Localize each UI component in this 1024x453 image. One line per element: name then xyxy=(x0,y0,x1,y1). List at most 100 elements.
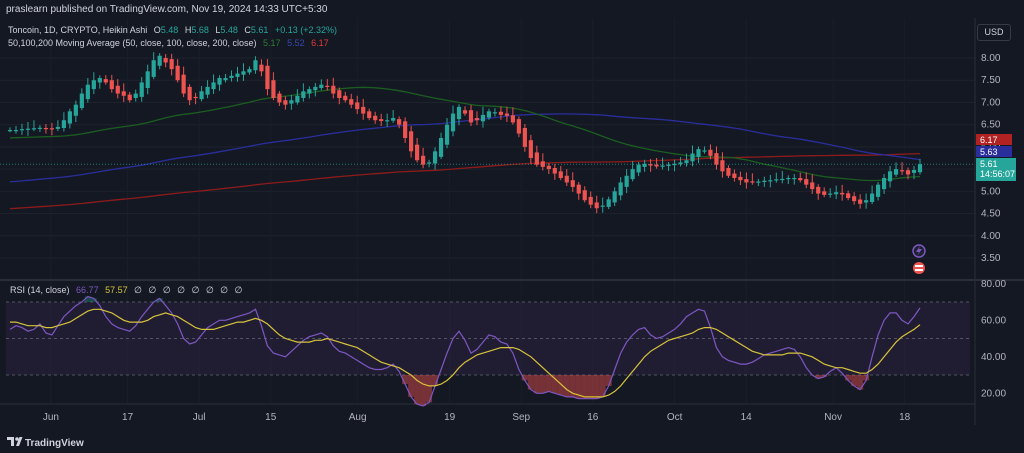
candle-up xyxy=(432,151,438,164)
candle-up xyxy=(780,178,785,181)
candle-down xyxy=(43,128,49,130)
candle-down xyxy=(726,168,731,176)
rsi-ma-value: 57.57 xyxy=(105,285,128,295)
candle-down xyxy=(373,115,378,121)
candle-up xyxy=(864,200,869,203)
candle-up xyxy=(55,126,60,129)
candle-down xyxy=(271,80,276,98)
publish-info: praslearn published on TradingView.com, … xyxy=(6,4,328,15)
candle-up xyxy=(67,111,72,124)
candle-up xyxy=(600,205,605,207)
svg-text:6.17: 6.17 xyxy=(980,135,998,145)
candle-down xyxy=(277,93,282,103)
candle-down xyxy=(720,160,725,172)
candle-up xyxy=(492,112,498,114)
candle-up xyxy=(887,171,893,182)
rsi-legend[interactable]: RSI (14, close) 66.77 57.57 ∅ ∅ ∅ ∅ ∅ ∅ … xyxy=(10,285,247,296)
candle-down xyxy=(103,79,108,83)
tradingview-logo[interactable] xyxy=(7,437,23,446)
candle-up xyxy=(31,128,37,130)
candle-up xyxy=(870,193,875,202)
candles xyxy=(7,52,923,214)
rsi-tick-label: 80.00 xyxy=(981,279,1006,290)
candle-down xyxy=(163,58,168,63)
candle-up xyxy=(678,162,683,165)
time-tick-label: Nov xyxy=(824,412,842,423)
candle-up xyxy=(624,175,629,187)
time-tick-label: 19 xyxy=(444,412,456,423)
candle-down xyxy=(552,168,557,174)
candle-up xyxy=(385,120,390,122)
candle-down xyxy=(259,64,264,72)
candle-down xyxy=(361,106,366,114)
candle-up xyxy=(391,118,396,121)
candle-up xyxy=(642,163,647,167)
candle-down xyxy=(576,184,581,194)
candle-down xyxy=(420,155,426,165)
ma-legend[interactable]: 50,100,200 Moving Average (50, close, 10… xyxy=(8,38,333,48)
rsi-ma-line xyxy=(10,308,921,398)
candle-up xyxy=(834,192,839,195)
ma200-price-tag: 6.17 xyxy=(976,134,1012,145)
candle-down xyxy=(558,171,563,178)
candle-down xyxy=(750,181,755,183)
candle-down xyxy=(474,118,480,121)
candle-up xyxy=(666,164,671,166)
candle-up xyxy=(618,182,623,196)
candle-down xyxy=(169,59,174,70)
rsi-extra: ∅ xyxy=(220,285,229,295)
candle-up xyxy=(319,84,324,88)
candle-up xyxy=(444,124,450,145)
candle-up xyxy=(223,78,228,81)
candle-down xyxy=(415,144,420,161)
candle-down xyxy=(504,113,510,116)
candle-down xyxy=(498,111,504,115)
rsi-tick-label: 40.00 xyxy=(981,352,1006,363)
rsi-title: RSI (14, close) xyxy=(10,285,70,295)
rsi-extra: ∅ xyxy=(134,285,142,295)
candle-down xyxy=(331,85,336,94)
candle-down xyxy=(858,199,863,204)
svg-text:14:56:07: 14:56:07 xyxy=(980,169,1015,179)
candle-up xyxy=(881,178,887,190)
time-tick-label: Oct xyxy=(667,412,683,423)
candle-down xyxy=(181,74,186,94)
price-tick-label: 4.00 xyxy=(981,231,1001,242)
candle-down xyxy=(283,100,288,105)
currency-button[interactable]: USD xyxy=(977,24,1011,41)
candle-down xyxy=(343,95,348,101)
us-flag-event-icon[interactable] xyxy=(913,262,925,274)
rsi-extra: ∅ xyxy=(191,285,200,295)
price-tick-label: 5.00 xyxy=(981,186,1001,197)
candle-up xyxy=(205,86,210,95)
time-tick-label: Jul xyxy=(193,412,206,423)
symbol-legend[interactable]: Toncoin, 1D, CRYPTO, Heikin Ashi O5.48 H… xyxy=(8,25,341,35)
candle-up xyxy=(450,113,456,132)
lightning-event-icon[interactable] xyxy=(912,244,926,258)
time-axis[interactable]: Jun 17 Jul 15 Aug 19 Sep 16 Oct 14 Nov 18 xyxy=(43,412,911,423)
candle-down xyxy=(714,153,719,165)
candle-down xyxy=(121,91,126,96)
rsi-axis[interactable]: 80.00 60.00 40.00 20.00 xyxy=(981,279,1006,400)
candle-down xyxy=(522,128,527,147)
candle-down xyxy=(816,186,821,194)
candle-up xyxy=(426,162,432,164)
candle-up xyxy=(229,75,234,78)
ma50-line xyxy=(9,86,921,182)
candle-up xyxy=(636,164,641,173)
candle-down xyxy=(570,180,575,187)
candle-down xyxy=(187,86,192,101)
price-tick-label: 7.00 xyxy=(981,97,1001,108)
candle-down xyxy=(905,170,911,175)
ma200-line xyxy=(9,152,921,210)
candle-down xyxy=(510,115,515,123)
candle-up xyxy=(612,191,617,203)
candle-up xyxy=(73,104,78,116)
candle-up xyxy=(289,100,294,104)
candle-up xyxy=(61,120,66,128)
price-tick-label: 8.00 xyxy=(981,53,1001,64)
candle-down xyxy=(540,161,545,167)
candle-up xyxy=(217,78,222,85)
